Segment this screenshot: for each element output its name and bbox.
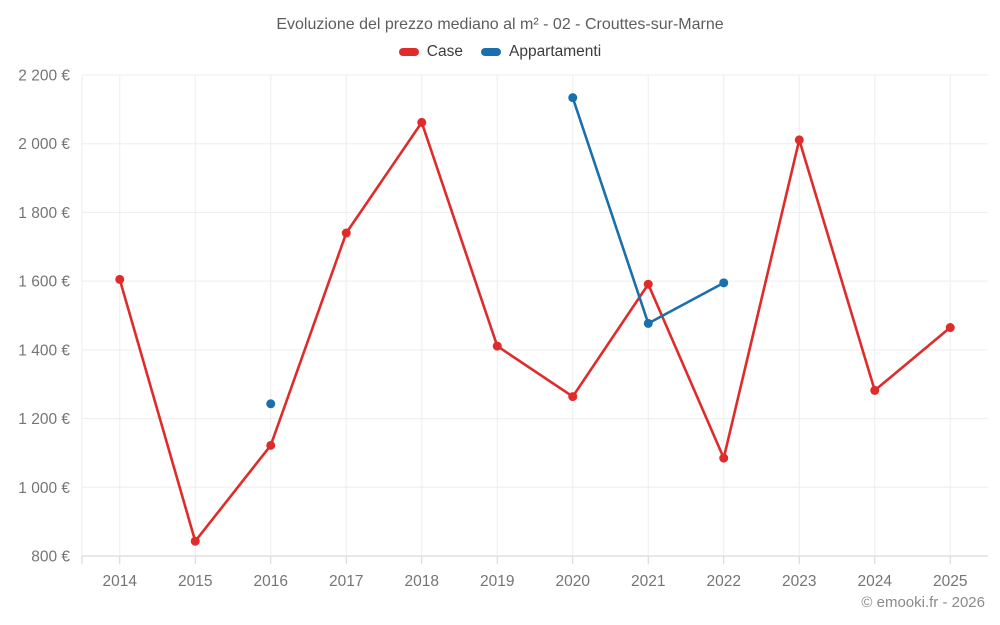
x-tick-label: 2017 [329, 573, 363, 590]
x-tick-label: 2015 [178, 573, 212, 590]
chart-header: Evoluzione del prezzo mediano al m² - 02… [0, 14, 1000, 61]
case-legend-label: Case [426, 43, 463, 60]
data-point-appartamenti [643, 318, 653, 328]
copyright-watermark: © emooki.fr - 2026 [861, 594, 985, 611]
data-point-case [266, 440, 276, 450]
data-point-case [719, 453, 729, 463]
x-tick-label: 2019 [480, 573, 514, 590]
y-tick-label: 1 000 € [18, 480, 70, 497]
data-point-case [643, 279, 653, 289]
data-point-appartamenti [568, 93, 578, 103]
x-tick-label: 2025 [933, 573, 967, 590]
y-tick-label: 1 200 € [18, 411, 70, 428]
chart-legend: Case Appartamenti [0, 43, 1000, 61]
appartamenti-legend-swatch-icon [480, 48, 501, 56]
legend-item-appartamenti[interactable]: Appartamenti [480, 43, 602, 61]
data-point-case [568, 392, 578, 402]
x-tick-label: 2020 [556, 573, 591, 590]
data-point-appartamenti [719, 278, 729, 288]
y-tick-label: 1 800 € [18, 205, 70, 222]
data-point-appartamenti [266, 399, 276, 409]
data-point-case [870, 385, 880, 395]
data-point-case [341, 228, 351, 238]
legend-item-case[interactable]: Case [398, 43, 463, 61]
y-tick-label: 1 400 € [18, 342, 70, 359]
y-tick-label: 2 200 € [18, 68, 70, 85]
series-line-case [118, 121, 952, 543]
data-point-case [945, 323, 955, 333]
x-tick-label: 2024 [858, 573, 893, 590]
case-legend-swatch-icon [398, 48, 419, 56]
x-tick-label: 2018 [405, 573, 439, 590]
data-point-case [794, 135, 804, 145]
x-tick-label: 2023 [782, 573, 816, 590]
chart-title: Evoluzione del prezzo mediano al m² - 02… [276, 16, 724, 33]
y-tick-label: 800 € [31, 549, 70, 566]
appartamenti-legend-label: Appartamenti [508, 43, 602, 60]
data-point-case [417, 117, 427, 127]
y-tick-label: 2 000 € [18, 136, 70, 153]
y-tick-label: 1 600 € [18, 274, 70, 291]
x-tick-label: 2022 [707, 573, 741, 590]
x-tick-label: 2016 [254, 573, 288, 590]
data-point-case [115, 274, 125, 284]
data-point-case [492, 341, 502, 351]
data-point-case [190, 536, 200, 546]
x-tick-label: 2014 [103, 573, 138, 590]
x-tick-label: 2021 [631, 573, 665, 590]
